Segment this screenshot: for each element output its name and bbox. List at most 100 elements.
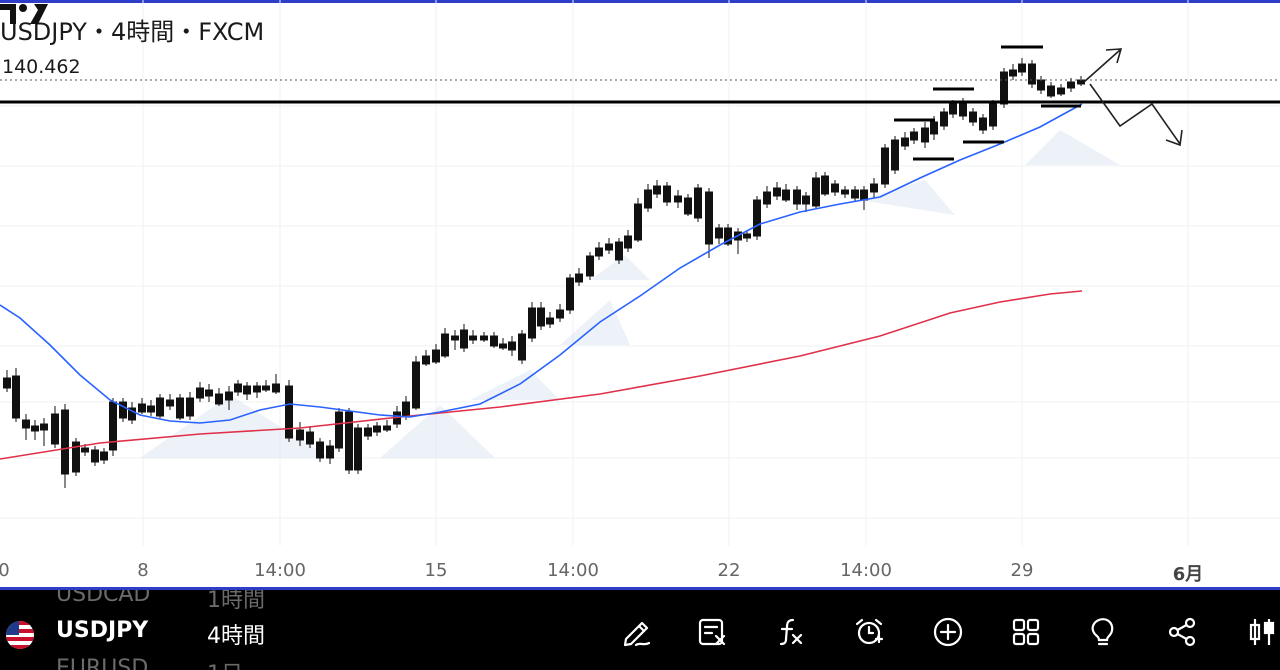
candle [821, 172, 829, 196]
candle [1018, 58, 1026, 76]
candle [72, 438, 80, 476]
candle [1047, 82, 1055, 98]
price-chart[interactable] [0, 0, 1280, 590]
x-axis-label: 14:00 [547, 560, 599, 581]
candle [22, 414, 30, 440]
candle [147, 400, 155, 416]
candle [969, 108, 977, 126]
x-axis-label: 14:00 [254, 560, 306, 581]
candle [451, 330, 459, 350]
candle [316, 438, 324, 462]
candle [31, 420, 39, 440]
candle [166, 394, 174, 410]
candle [921, 122, 929, 148]
candle [556, 304, 564, 322]
candlestick-series [3, 58, 1085, 488]
candle [782, 184, 790, 202]
candle [296, 422, 304, 446]
top-accent-bar [0, 0, 1280, 3]
candle [100, 448, 108, 464]
grid-icon[interactable] [1006, 612, 1046, 652]
x-axis-label: 8 [137, 560, 149, 581]
x-axis-label: 14:00 [840, 560, 892, 581]
us-flag-icon [6, 621, 34, 649]
candle [812, 172, 820, 208]
symbol-picker-prev[interactable]: USDCAD [56, 590, 151, 607]
candle [684, 194, 692, 216]
candle [881, 144, 889, 188]
up-arrow-line [1083, 49, 1121, 83]
candle [306, 426, 314, 448]
candle [138, 398, 146, 414]
candle [734, 228, 742, 254]
chart-area[interactable]: USDJPY・4時間・FXCM 140.462 0 8 14:00 15 14:… [0, 0, 1280, 590]
candle [663, 182, 671, 206]
alert-icon[interactable] [849, 612, 889, 652]
up-arrow-head [1105, 48, 1123, 64]
candle [412, 356, 420, 410]
candle [528, 302, 536, 342]
candle [605, 238, 613, 254]
symbol-picker[interactable]: USDJPY [56, 618, 149, 643]
candle [335, 408, 343, 452]
pencil-icon[interactable] [617, 612, 657, 652]
candle [831, 180, 839, 196]
chart-title: USDJPY・4時間・FXCM [0, 18, 265, 46]
candle [215, 388, 223, 406]
candle [345, 408, 353, 474]
candle [793, 186, 801, 210]
candle [773, 182, 781, 200]
plus-circle-icon[interactable] [928, 612, 968, 652]
candle [61, 404, 69, 488]
short-moving-average-line [0, 103, 1083, 424]
candle [196, 382, 204, 402]
candle [1077, 76, 1085, 86]
candle [373, 422, 381, 436]
pattern-shade [1025, 130, 1120, 165]
candle [422, 350, 430, 366]
bottom-toolbar: USDCAD 1時間 EURUSD 1日 [0, 590, 1280, 670]
candle [272, 374, 280, 394]
x-axis-label: 22 [717, 560, 741, 581]
candle [128, 402, 136, 424]
lightbulb-icon[interactable] [1083, 612, 1123, 652]
x-axis-label: 0 [0, 560, 10, 581]
candle [537, 302, 545, 330]
candle [518, 330, 526, 364]
candle [205, 384, 213, 402]
candle [989, 100, 997, 130]
candle [234, 380, 242, 396]
indicator-icon[interactable] [770, 612, 810, 652]
candle [566, 274, 574, 314]
notes-icon[interactable] [692, 612, 732, 652]
x-axis-label: 15 [424, 560, 448, 581]
timeframe-picker[interactable]: 4時間 [207, 624, 265, 649]
candle [724, 224, 732, 246]
candle [1037, 76, 1045, 94]
candle [901, 132, 909, 150]
candle [51, 406, 59, 448]
candle [119, 398, 127, 422]
candle [1057, 84, 1065, 96]
tradingview-logo [0, 4, 48, 24]
candle [499, 338, 507, 350]
symbol-picker-next[interactable]: EURUSD [56, 656, 149, 670]
candle [1028, 60, 1036, 88]
chart-grid [0, 0, 1280, 546]
candle [354, 424, 362, 474]
share-icon[interactable] [1162, 612, 1202, 652]
chart-bottom-accent [0, 587, 1280, 590]
candle [595, 242, 603, 260]
timeframe-picker-next[interactable]: 1日 [207, 656, 243, 670]
down-arrow-head [1165, 129, 1183, 147]
candle [644, 184, 652, 212]
candles-icon[interactable] [1240, 612, 1280, 652]
down-path-line [1089, 83, 1181, 145]
candle [253, 382, 261, 398]
pattern-shade [560, 300, 630, 345]
candle [243, 382, 251, 400]
candle [12, 368, 20, 422]
candle [705, 188, 713, 258]
candle [432, 344, 440, 364]
timeframe-picker-prev[interactable]: 1時間 [207, 590, 265, 613]
